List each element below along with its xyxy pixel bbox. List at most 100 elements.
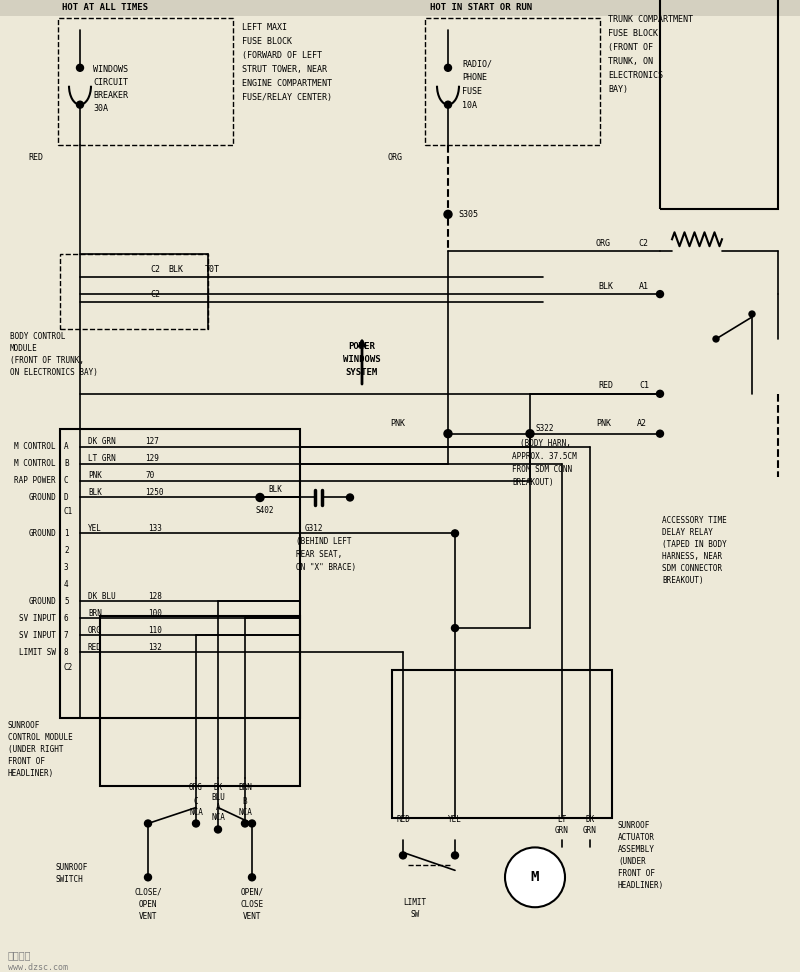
Circle shape [657, 391, 663, 398]
Text: NCA: NCA [238, 808, 252, 817]
Text: WINDOWS: WINDOWS [343, 356, 381, 364]
Text: 8: 8 [64, 647, 69, 656]
Text: ON ELECTRONICS BAY): ON ELECTRONICS BAY) [10, 368, 98, 377]
Text: A1: A1 [639, 282, 649, 291]
Text: 3: 3 [64, 563, 69, 572]
Text: (FRONT OF: (FRONT OF [608, 44, 653, 52]
Bar [58, 17, 233, 145]
Text: LT GRN: LT GRN [88, 454, 116, 463]
Text: GROUND: GROUND [28, 529, 56, 538]
Text: BREAKER: BREAKER [93, 91, 128, 100]
Text: T0T: T0T [205, 264, 220, 274]
Text: ORG: ORG [388, 153, 403, 162]
Circle shape [256, 494, 264, 502]
Text: 133: 133 [148, 524, 162, 533]
Text: 1: 1 [64, 529, 69, 538]
Text: SV INPUT: SV INPUT [19, 613, 56, 623]
Text: BLU: BLU [211, 793, 225, 802]
Text: SUNROOF: SUNROOF [56, 863, 88, 872]
Text: DK: DK [214, 783, 222, 792]
Circle shape [713, 336, 719, 342]
Text: LEFT MAXI: LEFT MAXI [242, 23, 287, 32]
Text: SV INPUT: SV INPUT [19, 631, 56, 640]
Text: VENT: VENT [138, 912, 158, 920]
Text: GROUND: GROUND [28, 493, 56, 502]
Text: SDM CONNECTOR: SDM CONNECTOR [662, 564, 722, 573]
Text: 30A: 30A [93, 104, 108, 113]
Text: D: D [64, 493, 69, 502]
Bar [100, 616, 300, 785]
Text: 2: 2 [64, 546, 69, 555]
Circle shape [249, 820, 255, 827]
Circle shape [451, 530, 458, 537]
Text: APPROX. 37.5CM: APPROX. 37.5CM [512, 452, 577, 461]
Text: RED: RED [396, 815, 410, 824]
Text: HOT IN START OR RUN: HOT IN START OR RUN [430, 4, 532, 13]
Text: FUSE BLOCK: FUSE BLOCK [242, 37, 292, 47]
Text: ASSEMBLY: ASSEMBLY [618, 845, 655, 854]
Text: (UNDER: (UNDER [618, 857, 646, 866]
Text: A: A [216, 803, 220, 812]
Text: S305: S305 [458, 210, 478, 219]
Text: PNK: PNK [390, 419, 405, 429]
Circle shape [451, 625, 458, 632]
Text: 70: 70 [145, 471, 154, 480]
Text: SUNROOF: SUNROOF [8, 721, 40, 730]
Text: S402: S402 [256, 506, 274, 515]
Text: BRN: BRN [238, 783, 252, 792]
Text: HARNESS, NEAR: HARNESS, NEAR [662, 552, 722, 561]
Text: ON "X" BRACE): ON "X" BRACE) [296, 563, 356, 572]
Text: C: C [64, 476, 69, 485]
Circle shape [346, 494, 354, 501]
Text: C: C [194, 797, 198, 806]
Text: DK BLU: DK BLU [88, 592, 116, 601]
Text: GRN: GRN [555, 826, 569, 835]
Text: YEL: YEL [448, 815, 462, 824]
Circle shape [193, 820, 199, 827]
Text: ORG: ORG [88, 626, 102, 635]
Circle shape [249, 874, 255, 881]
Text: www.dzsc.com: www.dzsc.com [8, 962, 68, 972]
Text: SYSTEM: SYSTEM [346, 368, 378, 377]
Text: RADIO/: RADIO/ [462, 59, 492, 68]
Text: ENGINE COMPARTMENT: ENGINE COMPARTMENT [242, 80, 332, 88]
Text: 132: 132 [148, 642, 162, 651]
Text: C2: C2 [150, 264, 160, 274]
Text: G312: G312 [305, 524, 323, 533]
Text: RED: RED [598, 381, 613, 391]
Text: C2: C2 [64, 664, 74, 673]
Text: M: M [531, 870, 539, 885]
Text: PNK: PNK [596, 419, 611, 429]
Text: NCA: NCA [189, 808, 203, 817]
Text: PHONE: PHONE [462, 73, 487, 83]
Text: SW: SW [410, 910, 420, 919]
Circle shape [145, 874, 151, 881]
Text: CLOSE/: CLOSE/ [134, 887, 162, 897]
Text: POWER: POWER [349, 342, 375, 352]
Text: DK: DK [586, 815, 594, 824]
Bar [60, 429, 300, 717]
Bar [392, 670, 612, 817]
Text: (FRONT OF TRUNK,: (FRONT OF TRUNK, [10, 357, 84, 365]
Circle shape [445, 101, 451, 108]
Circle shape [445, 64, 451, 71]
Text: BREAKOUT): BREAKOUT) [512, 478, 554, 487]
Circle shape [444, 430, 452, 437]
Text: LIMIT: LIMIT [403, 898, 426, 907]
Text: WINDOWS: WINDOWS [93, 65, 128, 74]
Text: B: B [64, 459, 69, 469]
Text: 10A: 10A [462, 101, 477, 110]
Text: DK GRN: DK GRN [88, 437, 116, 446]
Text: M CONTROL: M CONTROL [14, 442, 56, 451]
Text: HEADLINER): HEADLINER) [618, 881, 664, 889]
Text: 7: 7 [64, 631, 69, 640]
Text: SWITCH: SWITCH [56, 875, 84, 884]
Text: CIRCUIT: CIRCUIT [93, 79, 128, 87]
Text: VENT: VENT [242, 912, 262, 920]
Text: BLK: BLK [168, 264, 183, 274]
Text: BLK: BLK [88, 488, 102, 497]
Circle shape [399, 851, 406, 859]
Text: BLK: BLK [268, 485, 282, 494]
Bar [60, 255, 208, 329]
Text: HOT AT ALL TIMES: HOT AT ALL TIMES [62, 4, 148, 13]
